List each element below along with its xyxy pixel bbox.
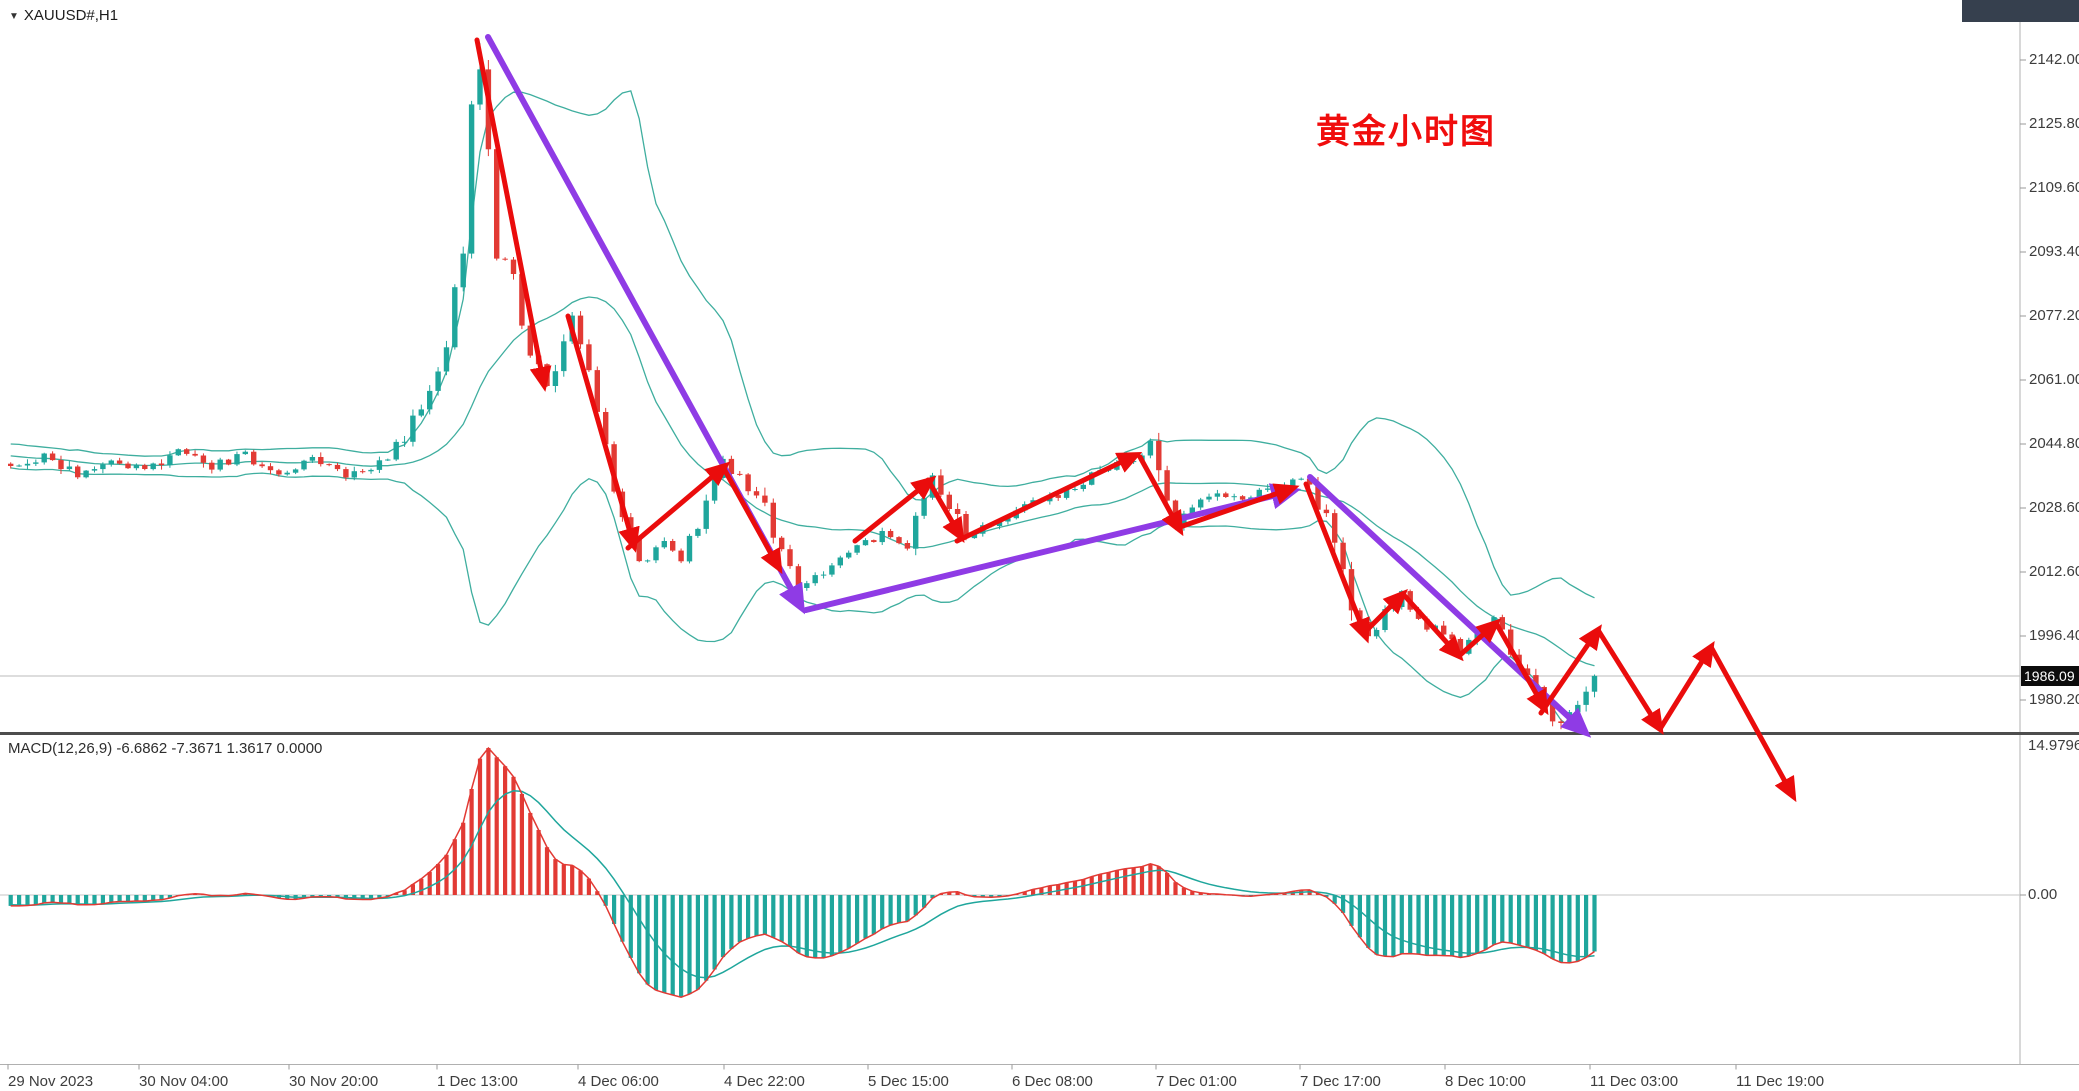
symbol-text: XAUUSD#,H1: [23, 7, 119, 24]
current-price-badge: 1986.09: [2021, 665, 2079, 686]
price-tick-label: 2109.60: [2029, 179, 2079, 196]
time-tick-label: 11 Dec 03:00: [1590, 1072, 1679, 1090]
price-tick-label: 2012.60: [2029, 563, 2079, 580]
time-tick-label: 11 Dec 19:00: [1736, 1072, 1825, 1090]
time-tick-label: 5 Dec 15:00: [868, 1072, 949, 1090]
time-tick-label: 30 Nov 04:00: [139, 1072, 229, 1090]
time-tick-label: 4 Dec 06:00: [578, 1072, 659, 1090]
price-tick-label: 2061.00: [2029, 371, 2079, 388]
chart-title-annotation: 黄金小时图: [1316, 113, 1496, 151]
bollinger-bands: [10, 90, 1595, 735]
macd-scale-top-label: 14.9796: [2028, 737, 2079, 754]
price-tick-label: 2142.00: [2029, 51, 2079, 68]
macd-zero-label: 0.00: [2028, 886, 2058, 903]
trend-arrows-red[interactable]: [474, 37, 1797, 803]
time-tick-label: 8 Dec 10:00: [1445, 1072, 1526, 1090]
time-tick-label: 30 Nov 20:00: [289, 1072, 379, 1090]
macd-histogram: [8, 748, 1597, 998]
macd-lines: [10, 746, 1595, 998]
chevron-down-icon[interactable]: ▼: [9, 11, 19, 22]
price-tick-label: 1996.40: [2029, 627, 2079, 644]
time-tick-label: 29 Nov 2023: [8, 1072, 94, 1090]
price-tick-label: 2125.80: [2029, 115, 2079, 132]
time-tick-label: 7 Dec 17:00: [1300, 1072, 1381, 1090]
macd-indicator-label: MACD(12,26,9) -6.6862 -7.3671 1.3617 0.0…: [8, 740, 323, 757]
price-tick-label: 2044.80: [2029, 435, 2079, 452]
price-tick-label: 2093.40: [2029, 243, 2079, 260]
symbol-label[interactable]: ▼ XAUUSD#,H1: [9, 7, 118, 24]
price-tick-label: 2028.60: [2029, 499, 2079, 516]
time-tick-label: 4 Dec 22:00: [724, 1072, 805, 1090]
time-tick-label: 7 Dec 01:00: [1156, 1072, 1237, 1090]
time-tick-label: 6 Dec 08:00: [1012, 1072, 1093, 1090]
price-tick-label: 2077.20: [2029, 307, 2079, 324]
time-tick-label: 1 Dec 13:00: [437, 1072, 518, 1090]
price-tick-label: 1980.20: [2029, 691, 2079, 708]
top-scrollbar[interactable]: [1962, 0, 2079, 22]
